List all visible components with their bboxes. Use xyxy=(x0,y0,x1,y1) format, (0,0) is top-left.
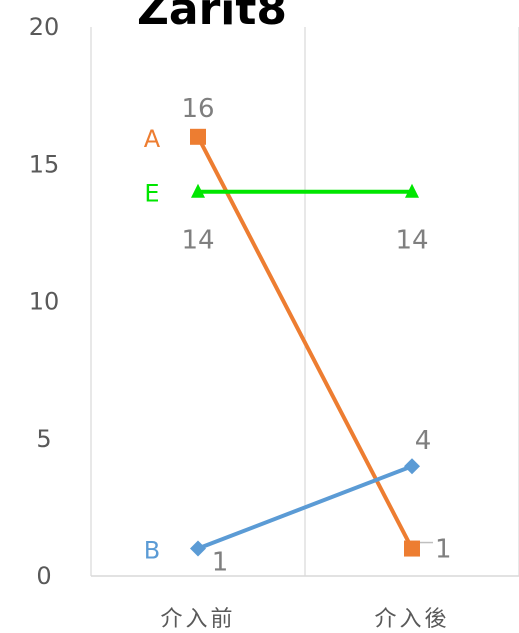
y-tick-label: 10 xyxy=(29,288,60,316)
marker-E-1 xyxy=(405,183,419,198)
series-name-labels: AE B xyxy=(144,125,161,565)
marker-A-0 xyxy=(190,128,206,145)
series-line-B xyxy=(197,464,413,551)
series-lines xyxy=(196,135,414,551)
data-label-E-1: 14 xyxy=(395,226,428,256)
gridlines xyxy=(90,27,519,576)
marker-B-0 xyxy=(190,540,206,557)
x-axis-ticks: 介入前 介入後 xyxy=(160,607,449,632)
data-label-A-1: 1 xyxy=(435,535,452,565)
series-name-E: E xyxy=(144,180,159,208)
series-name-A: A xyxy=(144,125,161,153)
y-tick-label: 15 xyxy=(29,150,60,178)
series-markers xyxy=(190,128,420,557)
marker-A-1 xyxy=(404,540,420,557)
y-tick-label: 20 xyxy=(29,13,60,41)
chart-title: Zarit8 xyxy=(137,0,287,35)
marker-B-1 xyxy=(404,458,420,475)
x-tick-label: 介入前 xyxy=(160,607,235,632)
data-label-E-0: 14 xyxy=(181,226,214,256)
marker-E-0 xyxy=(191,183,205,198)
y-tick-label: 0 xyxy=(36,562,51,590)
data-label-B-1: 4 xyxy=(415,426,432,456)
y-tick-label: 5 xyxy=(36,425,51,453)
series-name-B: B xyxy=(144,537,160,565)
data-label-B-0: 1 xyxy=(212,548,229,578)
x-tick-label: 介入後 xyxy=(374,607,449,632)
y-axis-ticks: 0 5 10 15 20 xyxy=(29,13,60,590)
data-label-A-0: 16 xyxy=(181,94,214,124)
